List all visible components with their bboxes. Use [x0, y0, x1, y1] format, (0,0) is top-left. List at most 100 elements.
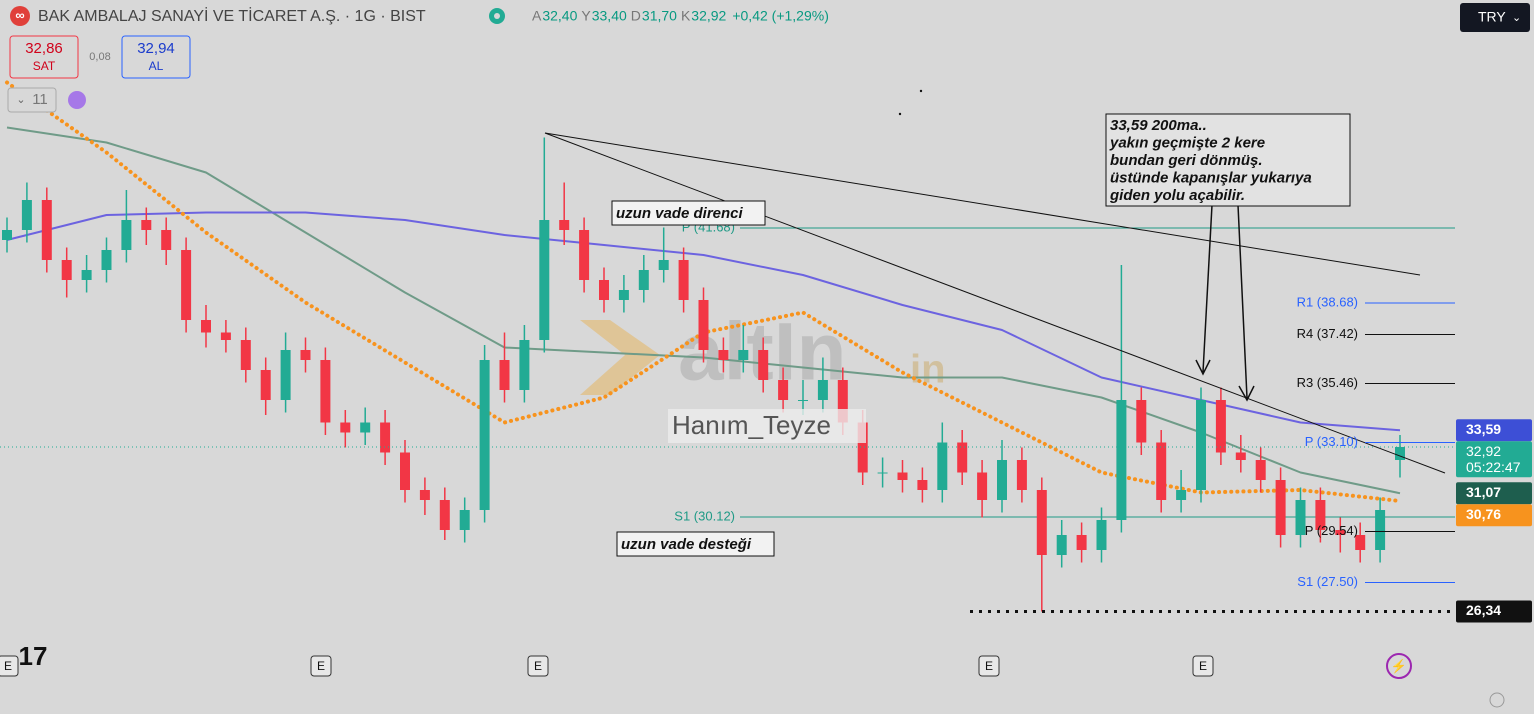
- dot: [919, 89, 923, 93]
- sync-icon[interactable]: [68, 91, 86, 109]
- event-marker[interactable]: [1192, 655, 1214, 677]
- indicator-toggle[interactable]: [7, 87, 57, 113]
- candle-body: [340, 422, 351, 433]
- annotation-text: uzun vade direnci: [616, 205, 744, 222]
- candle-body: [1116, 400, 1127, 520]
- currency-button[interactable]: [1460, 3, 1530, 32]
- chevron: ⌄: [16, 94, 25, 106]
- candle-body: [121, 220, 132, 250]
- candle-body: [1176, 490, 1187, 500]
- candle-body: [400, 452, 410, 490]
- price-label: 33,59: [1466, 421, 1501, 437]
- event-marker[interactable]: [978, 655, 1000, 677]
- candle-body: [1255, 460, 1266, 480]
- ohlc-key: A: [532, 8, 542, 24]
- price-label-box: [1456, 600, 1532, 623]
- candle-body: [817, 380, 828, 400]
- candle-body: [957, 442, 968, 473]
- price-label-box: [1456, 482, 1532, 505]
- candle-body: [1395, 447, 1405, 460]
- candle-body: [937, 442, 948, 490]
- alert-icon[interactable]: [1386, 653, 1412, 679]
- buy-button[interactable]: [121, 35, 191, 79]
- candle-body: [1036, 490, 1047, 555]
- logo-suffix: in: [910, 348, 946, 392]
- ohlc-key: K: [681, 8, 691, 24]
- candle-body: [439, 500, 450, 530]
- ohlc-key: Y: [581, 8, 591, 24]
- candle-body: [1375, 510, 1386, 550]
- indicator-count: 11: [32, 91, 48, 108]
- candle-body: [1355, 535, 1366, 550]
- candle-body: [360, 422, 371, 433]
- candle-body: [857, 422, 868, 473]
- ohlc-value: 32,40: [542, 8, 577, 24]
- note-line: üstünde kapanışlar yukarıya: [1110, 169, 1312, 186]
- candle-body: [459, 510, 470, 530]
- ohlc-value: 31,70: [642, 8, 677, 24]
- annotation-text: uzun vade desteği: [621, 536, 752, 553]
- buy-label: AL: [149, 59, 164, 73]
- symbol-title: BAK AMBALAJ SANAYİ VE TİCARET A.Ş. · 1G …: [38, 6, 426, 25]
- logo-chevron: [580, 320, 660, 395]
- candle-body: [1235, 452, 1246, 460]
- candle-body: [2, 230, 12, 240]
- candle-body: [1016, 460, 1027, 490]
- spread: 0,08: [89, 51, 110, 63]
- candle-body: [380, 422, 391, 453]
- candle-body: [201, 320, 211, 333]
- candle-body: [1335, 530, 1346, 535]
- candle-body: [997, 460, 1007, 500]
- pivot-label: S1 (30.12): [674, 508, 735, 523]
- candle-body: [658, 260, 669, 270]
- buy-price: 32,94: [137, 40, 175, 57]
- candle-body: [897, 472, 908, 480]
- event-label: E: [1199, 659, 1207, 673]
- event-marker[interactable]: [310, 655, 332, 677]
- candle-body: [977, 472, 988, 500]
- candle-body: [599, 280, 609, 300]
- candle-body: [638, 270, 649, 290]
- candle-body: [917, 480, 928, 490]
- candle-body: [1295, 500, 1306, 535]
- note-line: giden yolu açabilir.: [1109, 187, 1245, 204]
- event-label: E: [317, 659, 325, 673]
- symbol-logo-glyph: ∞: [15, 7, 24, 22]
- candle-body: [419, 490, 430, 500]
- sell-button[interactable]: [9, 35, 79, 79]
- pivot-label: S1 (27.50): [1297, 574, 1358, 589]
- moving-average: [6, 211, 1401, 432]
- candle-body: [718, 350, 729, 360]
- event-label: E: [985, 659, 993, 673]
- note-line: yakın geçmişte 2 kere: [1109, 134, 1265, 151]
- ohlc-legend: A 32,40 Y 33,40 D 31,70 K 32,92: [532, 8, 727, 24]
- countdown: 05:22:47: [1466, 459, 1521, 475]
- candle-body: [479, 360, 490, 510]
- candle-body: [181, 250, 192, 320]
- settings-icon[interactable]: [1489, 692, 1505, 708]
- tv-logo: 17: [19, 641, 48, 671]
- author-box: [668, 409, 866, 443]
- pivot-label: P (33.10): [1305, 434, 1358, 449]
- candle-body: [1096, 520, 1107, 550]
- candle-body: [1136, 400, 1147, 443]
- event-marker[interactable]: [0, 655, 19, 677]
- author: Hanım_Teyze: [672, 410, 831, 440]
- candle-body: [559, 220, 570, 230]
- event-marker[interactable]: [527, 655, 549, 677]
- candle-body: [698, 300, 709, 350]
- event-label: E: [4, 659, 12, 673]
- plot-area: altInin: [0, 80, 1455, 612]
- note-line: bundan geri dönmüş.: [1110, 152, 1263, 169]
- candle-body: [837, 380, 848, 423]
- note-line: 33,59 200ma..: [1110, 117, 1207, 134]
- arrow: [1237, 204, 1255, 402]
- candle-body: [320, 360, 331, 423]
- trend-line: [544, 132, 1421, 276]
- ohlc-key: D: [631, 8, 641, 24]
- symbol-logo: [10, 6, 30, 26]
- candle-body: [738, 350, 749, 360]
- candle-body: [21, 200, 32, 230]
